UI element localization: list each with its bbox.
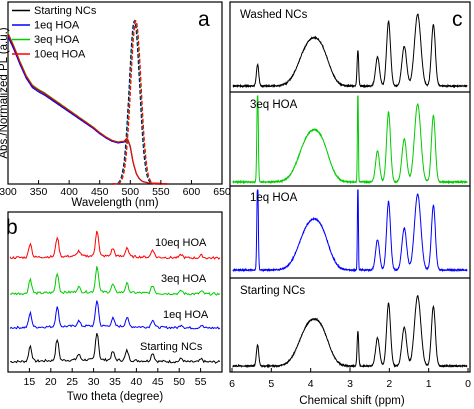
nmr-curve-4 — [232, 294, 468, 369]
c-tick-label: 0 — [465, 378, 471, 390]
c-tick-label: 4 — [308, 378, 314, 390]
xrd-curve-2 — [9, 300, 221, 330]
a-tick-label: 400 — [60, 186, 78, 198]
panel-c-curves — [232, 13, 468, 369]
nmr-curve-2 — [232, 95, 468, 185]
xrd-trace-label: 10eq HOA — [155, 237, 207, 249]
xrd-curve-3 — [9, 266, 221, 296]
panel-b-trace-labels: 10eq HOA 3eq HOA 1eq HOA Starting NCs — [140, 237, 209, 353]
panel-a-label: a — [198, 8, 210, 31]
c-tick-label: 6 — [229, 378, 235, 390]
b-tick-label: 45 — [152, 376, 164, 388]
legend-entry: 3eq HOA — [34, 34, 80, 46]
a-tick-label: 450 — [91, 186, 109, 198]
panel-c-frame — [229, 1, 471, 373]
c-tick-label: 3 — [347, 378, 353, 390]
xrd-trace-label: Starting NCs — [140, 341, 203, 353]
a-tick-label: 550 — [152, 186, 170, 198]
nmr-trace-label: Starting NCs — [240, 285, 305, 297]
abs-curve-1 — [7, 34, 167, 185]
a-tick-label: 650 — [213, 186, 231, 198]
xrd-trace-label: 1eq HOA — [163, 309, 209, 321]
panel-a-legend: Starting NCs 1eq HOA 3eq HOA 10eq HOA — [12, 5, 97, 61]
panel-c: 6 5 4 3 2 1 0 Washed NCs 3eq HOA 1eq HOA Starting… — [229, 1, 471, 407]
legend-entry: 1eq HOA — [34, 20, 80, 32]
b-tick-label: 50 — [173, 376, 185, 388]
panel-c-x-ticks: 6 5 4 3 2 1 0 — [229, 368, 471, 390]
panel-b: 15 20 25 30 35 40 45 50 55 10eq HOA 3eq HOA 1eq HO… — [6, 211, 223, 403]
b-tick-label: 55 — [195, 376, 207, 388]
pl-curve-1 — [111, 19, 167, 185]
b-tick-label: 25 — [66, 376, 78, 388]
xrd-curve-4 — [9, 230, 221, 260]
nmr-trace-label: Washed NCs — [240, 9, 308, 21]
panel-b-curves — [9, 230, 221, 364]
a-tick-label: 600 — [183, 186, 201, 198]
panel-a: 300 350 400 450 500 550 600 650 a Wavelength (n… — [0, 1, 231, 209]
panel-a-x-axis-label: Wavelength (nm) — [71, 197, 158, 209]
b-tick-label: 35 — [109, 376, 121, 388]
b-tick-label: 40 — [131, 376, 143, 388]
panel-a-y-axis-label: Abs./Normalized PL (a.u.) — [0, 27, 10, 158]
panel-c-trace-labels: Washed NCs 3eq HOA 1eq HOA Starting NCs — [240, 9, 308, 297]
a-tick-label: 500 — [122, 186, 140, 198]
panel-c-x-axis-label: Chemical shift (ppm) — [299, 395, 405, 407]
b-tick-label: 20 — [45, 376, 57, 388]
panel-b-label: b — [6, 216, 18, 239]
legend-entry: Starting NCs — [34, 5, 97, 17]
b-tick-label: 15 — [24, 376, 36, 388]
b-tick-label: 30 — [88, 376, 100, 388]
abs-curve-4 — [7, 33, 167, 185]
pl-curve-3 — [111, 20, 167, 185]
panel-b-x-axis-label: Two theta (degree) — [67, 391, 164, 403]
abs-curve-3 — [7, 32, 167, 185]
nmr-trace-label: 3eq HOA — [250, 99, 298, 111]
legend-entry: 10eq HOA — [34, 49, 86, 61]
panel-c-label: c — [452, 8, 463, 31]
panel-b-x-ticks: 15 20 25 30 35 40 45 50 55 — [24, 368, 207, 388]
c-tick-label: 5 — [268, 378, 274, 390]
c-tick-label: 1 — [426, 378, 432, 390]
panel-a-curves — [7, 19, 167, 185]
nmr-curve-3 — [232, 189, 468, 273]
xrd-curve-1 — [10, 333, 221, 364]
a-tick-label: 350 — [30, 186, 48, 198]
panel-a-x-ticks: 300 350 400 450 500 550 600 650 — [0, 180, 231, 198]
abs-curve-2 — [7, 36, 167, 185]
c-tick-label: 2 — [386, 378, 392, 390]
a-tick-label: 300 — [0, 186, 17, 198]
pl-curve-2 — [111, 20, 167, 185]
nmr-curve-1 — [232, 13, 468, 89]
pl-curve-4 — [111, 19, 167, 185]
nmr-trace-label: 1eq HOA — [250, 192, 298, 204]
xrd-trace-label: 3eq HOA — [161, 273, 207, 285]
